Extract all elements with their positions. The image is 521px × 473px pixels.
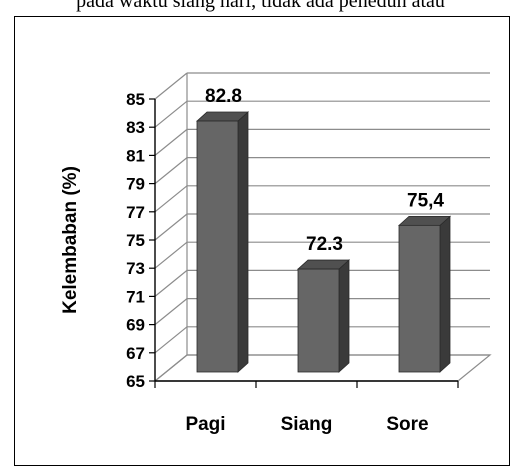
y-tick-label-77: 77 <box>126 203 145 222</box>
bar-side-siang <box>338 259 350 373</box>
x-tick-label-siang: Siang <box>281 414 333 435</box>
labels: 65 67 69 71 73 75 77 79 81 83 85 82.8 Pagi 72.3 Siang 7… <box>60 86 444 435</box>
data-label-pagi: 82.8 <box>205 86 242 107</box>
wall-diagonal-83 <box>154 100 188 128</box>
wall-diagonal-67 <box>154 326 188 354</box>
wall-diagonal-81 <box>154 128 188 156</box>
y-tick-label-81: 81 <box>126 146 145 165</box>
bars <box>195 111 452 373</box>
data-label-siang: 72.3 <box>306 234 343 255</box>
y-tick-label-73: 73 <box>126 259 145 278</box>
y-tick-label-75: 75 <box>126 231 145 250</box>
wall-diagonal-71 <box>154 269 188 297</box>
wall-diagonal-73 <box>154 241 188 269</box>
y-axis-title: Kelembaban (%) <box>60 166 81 314</box>
wall-diagonal-75 <box>154 213 188 241</box>
x-tick-label-sore: Sore <box>386 414 428 435</box>
bar-sore <box>398 224 441 373</box>
wall-diagonal-79 <box>154 157 188 185</box>
axes <box>149 98 459 388</box>
y-tick-label-79: 79 <box>126 175 145 194</box>
bar-siang <box>297 268 340 373</box>
data-label-sore: 75,4 <box>407 190 444 211</box>
y-tick-label-67: 67 <box>126 344 145 363</box>
bar-side-pagi <box>237 111 249 373</box>
top-caption-fragment: pada waktu siang hari, tidak ada peneduh… <box>76 0 445 12</box>
y-tick-label-69: 69 <box>126 316 145 335</box>
wall-diagonal-85 <box>154 72 188 100</box>
y-tick-label-65: 65 <box>126 372 145 391</box>
x-tick-label-pagi: Pagi <box>185 414 225 435</box>
wall-diagonal-77 <box>154 185 188 213</box>
y-tick-label-71: 71 <box>126 287 145 306</box>
y-tick-label-85: 85 <box>126 90 145 109</box>
wall-diagonal-69 <box>154 298 188 326</box>
bar-side-sore <box>439 215 451 373</box>
y-tick-label-83: 83 <box>126 118 145 137</box>
bar-pagi <box>196 120 239 373</box>
